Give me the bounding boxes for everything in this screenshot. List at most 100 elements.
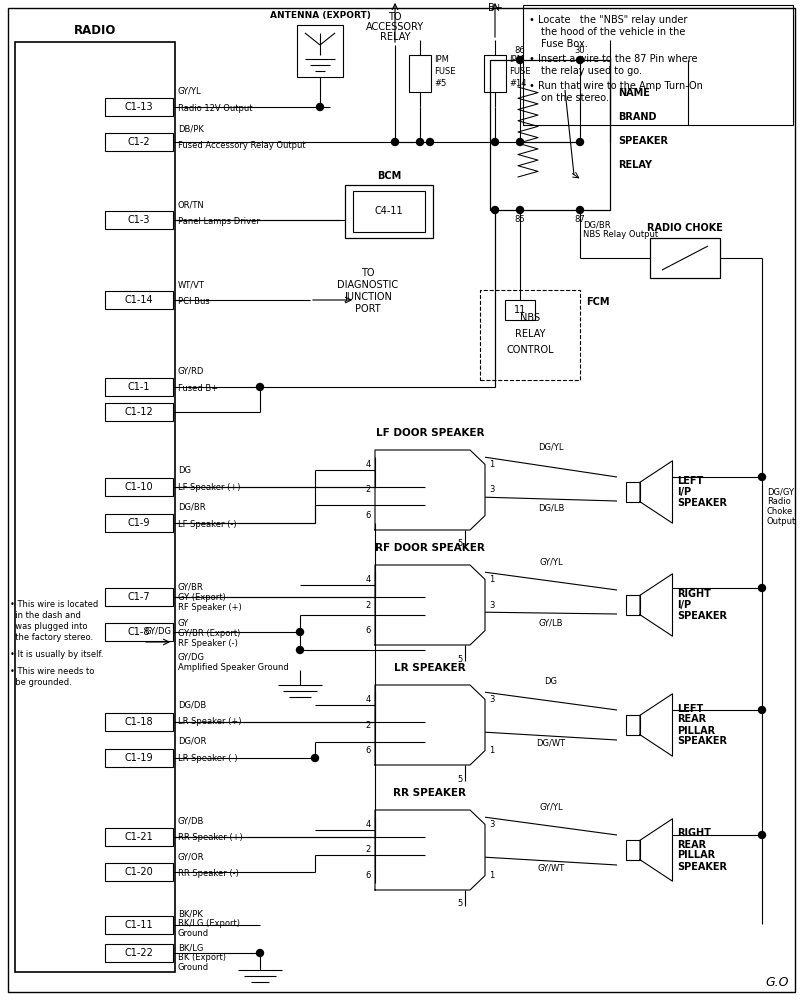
- Text: 1: 1: [488, 746, 494, 755]
- Text: DG/OR: DG/OR: [178, 737, 206, 746]
- Text: C1-20: C1-20: [124, 867, 153, 877]
- Text: BK/LG: BK/LG: [178, 944, 203, 952]
- Bar: [484, 55, 505, 92]
- Text: LEFT: LEFT: [677, 704, 703, 714]
- Text: the hood of the vehicle in the: the hood of the vehicle in the: [541, 27, 685, 37]
- Text: 6: 6: [365, 511, 371, 520]
- Circle shape: [391, 138, 398, 145]
- Bar: [626, 482, 639, 502]
- Text: #5: #5: [433, 80, 446, 89]
- Text: Radio: Radio: [766, 497, 790, 506]
- Bar: [105, 378, 172, 396]
- Text: PILLAR: PILLAR: [677, 850, 715, 860]
- Bar: [105, 863, 172, 881]
- Text: TO: TO: [361, 268, 375, 278]
- Text: DG/LB: DG/LB: [537, 503, 564, 512]
- Text: C1-3: C1-3: [128, 215, 150, 225]
- Text: 11: 11: [513, 305, 525, 315]
- Text: Fused Accessory Relay Output: Fused Accessory Relay Output: [178, 141, 306, 150]
- Text: GY (Export): GY (Export): [178, 592, 225, 601]
- Text: GY/WT: GY/WT: [537, 863, 564, 872]
- Text: RADIO CHOKE: RADIO CHOKE: [646, 223, 722, 233]
- Bar: [105, 916, 172, 934]
- Text: DIAGNOSTIC: DIAGNOSTIC: [337, 280, 398, 290]
- Text: 3: 3: [488, 486, 494, 494]
- Text: ACCESSORY: ACCESSORY: [366, 22, 423, 32]
- Text: the factory stereo.: the factory stereo.: [10, 633, 93, 642]
- Text: LF Speaker (+): LF Speaker (+): [178, 483, 241, 492]
- Text: GY/DG: GY/DG: [178, 652, 205, 662]
- Bar: [105, 514, 172, 532]
- Circle shape: [426, 138, 433, 145]
- Text: 5: 5: [457, 540, 462, 548]
- Text: 1: 1: [488, 460, 494, 469]
- Text: G.O: G.O: [764, 976, 788, 988]
- Text: BK/LG (Export): BK/LG (Export): [178, 920, 240, 928]
- Text: 2: 2: [365, 720, 371, 730]
- Text: IPM: IPM: [508, 55, 523, 64]
- Text: REAR: REAR: [677, 840, 706, 850]
- Circle shape: [516, 138, 523, 145]
- Text: RF Speaker (+): RF Speaker (+): [178, 602, 241, 611]
- Text: 6: 6: [365, 746, 371, 755]
- Circle shape: [491, 138, 498, 145]
- Bar: [105, 944, 172, 962]
- Text: RELAY: RELAY: [514, 329, 545, 339]
- Text: SPEAKER: SPEAKER: [677, 498, 727, 508]
- Text: C1-8: C1-8: [128, 627, 150, 637]
- Text: 5: 5: [457, 900, 462, 908]
- Circle shape: [316, 104, 323, 110]
- Text: Amplified Speaker Ground: Amplified Speaker Ground: [178, 662, 289, 672]
- Text: 5: 5: [457, 774, 462, 784]
- Bar: [649, 238, 719, 278]
- Bar: [105, 623, 172, 641]
- Text: C4-11: C4-11: [375, 207, 403, 217]
- Text: 87: 87: [574, 215, 585, 224]
- Text: 2: 2: [365, 600, 371, 609]
- Bar: [353, 191, 424, 232]
- Text: DG/YL: DG/YL: [537, 442, 563, 451]
- Text: 2: 2: [365, 486, 371, 494]
- Text: CONTROL: CONTROL: [505, 345, 553, 355]
- Text: C1-2: C1-2: [128, 137, 150, 147]
- Circle shape: [758, 832, 764, 838]
- Circle shape: [491, 207, 498, 214]
- Text: DG/DB: DG/DB: [178, 700, 206, 709]
- Text: C1-13: C1-13: [124, 102, 153, 112]
- Text: Fused B+: Fused B+: [178, 384, 218, 393]
- Text: SPEAKER: SPEAKER: [677, 611, 727, 621]
- Circle shape: [758, 706, 764, 714]
- Text: PILLAR: PILLAR: [677, 726, 715, 736]
- Text: WT/VT: WT/VT: [178, 280, 205, 289]
- Text: C1-12: C1-12: [124, 407, 153, 417]
- Bar: [105, 403, 172, 421]
- Text: SPEAKER: SPEAKER: [677, 736, 727, 746]
- Text: LF DOOR SPEAKER: LF DOOR SPEAKER: [375, 428, 484, 438]
- Text: TO: TO: [387, 12, 401, 22]
- Bar: [522, 5, 792, 125]
- Text: 1: 1: [488, 575, 494, 584]
- Text: on the stereo.: on the stereo.: [541, 93, 608, 103]
- Text: 85: 85: [514, 215, 525, 224]
- Circle shape: [516, 56, 523, 64]
- Text: GY/RD: GY/RD: [178, 367, 205, 376]
- Bar: [15, 42, 175, 972]
- Text: FUSE: FUSE: [433, 68, 455, 77]
- Text: ANTENNA (EXPORT): ANTENNA (EXPORT): [269, 11, 370, 20]
- Text: Radio 12V Output: Radio 12V Output: [178, 104, 252, 113]
- Bar: [408, 55, 431, 92]
- Circle shape: [296, 647, 303, 654]
- Text: the relay used to go.: the relay used to go.: [541, 66, 642, 76]
- Circle shape: [416, 138, 423, 145]
- Text: RR Speaker (+): RR Speaker (+): [178, 833, 242, 842]
- Bar: [105, 98, 172, 116]
- Text: 3: 3: [488, 695, 494, 704]
- Text: SPEAKER: SPEAKER: [618, 136, 667, 146]
- Text: 4: 4: [365, 820, 371, 829]
- Bar: [626, 840, 639, 860]
- Text: OR/TN: OR/TN: [178, 200, 205, 209]
- Text: PCI Bus: PCI Bus: [178, 297, 209, 306]
- Text: REAR: REAR: [677, 714, 706, 724]
- Text: C1-19: C1-19: [124, 753, 153, 763]
- Text: GY/YL: GY/YL: [538, 557, 562, 566]
